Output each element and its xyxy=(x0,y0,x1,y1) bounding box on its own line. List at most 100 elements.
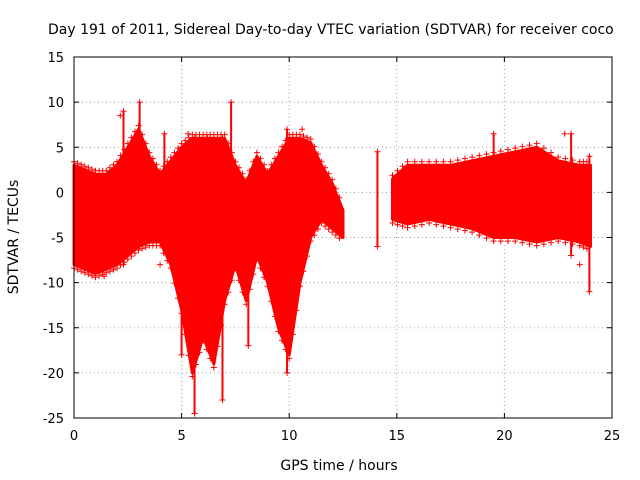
data-point xyxy=(275,328,282,335)
data-point xyxy=(426,220,433,227)
data-point xyxy=(103,167,110,174)
data-point xyxy=(533,140,540,147)
data-point xyxy=(504,238,511,245)
data-point xyxy=(569,241,576,248)
y-tick-label: 0 xyxy=(56,186,64,201)
y-tick-label: 5 xyxy=(56,141,64,156)
data-point xyxy=(210,364,217,371)
data-point xyxy=(304,134,311,141)
data-point xyxy=(74,160,81,167)
data-point xyxy=(268,161,275,168)
data-point xyxy=(404,158,411,165)
data-point xyxy=(250,271,257,278)
y-axis-label: SDTVAR / TECUs xyxy=(6,180,22,295)
data-point xyxy=(161,130,168,137)
data-point xyxy=(286,355,293,362)
data-point xyxy=(225,140,232,147)
data-point xyxy=(454,157,461,164)
y-tick-label: -15 xyxy=(43,322,64,337)
data-point xyxy=(389,220,396,227)
data-point xyxy=(189,373,196,380)
data-point xyxy=(239,170,246,177)
data-point xyxy=(322,164,329,171)
data-point xyxy=(164,158,171,165)
data-point xyxy=(271,313,278,320)
data-point xyxy=(117,112,124,119)
data-point xyxy=(300,268,307,275)
data-point xyxy=(289,331,296,338)
data-point xyxy=(526,241,533,248)
data-point xyxy=(279,143,286,150)
data-point xyxy=(225,289,232,296)
x-tick-label: 15 xyxy=(389,429,406,444)
y-tick-label: -25 xyxy=(43,412,64,427)
data-point xyxy=(207,355,214,362)
data-point xyxy=(200,337,207,344)
data-point xyxy=(299,126,306,133)
data-point xyxy=(78,161,85,168)
data-point xyxy=(296,131,303,138)
data-point xyxy=(124,140,131,147)
data-point xyxy=(239,289,246,296)
y-tick-label: 10 xyxy=(47,96,64,111)
data-point xyxy=(483,235,490,242)
data-point xyxy=(160,163,167,170)
data-point xyxy=(120,108,127,115)
data-point xyxy=(261,274,268,281)
data-point xyxy=(96,272,103,279)
data-point xyxy=(253,256,260,263)
data-point xyxy=(533,242,540,249)
data-point xyxy=(540,241,547,248)
data-point xyxy=(318,220,325,227)
data-point xyxy=(250,158,257,165)
data-point xyxy=(81,269,88,276)
data-point xyxy=(332,185,339,192)
data-point xyxy=(411,158,418,165)
data-point xyxy=(307,136,314,143)
x-tick-label: 25 xyxy=(604,429,621,444)
data-point xyxy=(235,277,242,284)
data-point xyxy=(569,157,576,164)
data-point xyxy=(182,137,189,144)
data-point xyxy=(440,223,447,230)
data-point xyxy=(261,161,268,168)
data-point xyxy=(85,164,92,171)
data-point xyxy=(576,242,583,249)
data-point xyxy=(548,149,555,156)
data-point xyxy=(329,229,336,236)
data-point xyxy=(483,151,490,158)
data-point xyxy=(106,268,113,275)
data-point xyxy=(157,242,164,249)
data-point xyxy=(142,244,149,251)
data-point xyxy=(469,154,476,161)
data-point xyxy=(218,322,225,329)
data-point xyxy=(490,149,497,156)
data-point xyxy=(512,238,519,245)
data-point xyxy=(519,143,526,150)
data-point xyxy=(411,223,418,230)
data-point xyxy=(389,172,396,179)
data-point xyxy=(426,158,433,165)
data-point xyxy=(583,158,590,165)
data-point xyxy=(504,146,511,153)
data-point xyxy=(228,99,235,106)
data-point xyxy=(404,224,411,231)
data-point xyxy=(185,352,192,359)
data-point xyxy=(314,151,321,158)
data-point xyxy=(583,245,590,252)
data-point xyxy=(245,180,252,187)
data-point xyxy=(214,343,221,350)
data-point xyxy=(586,153,593,160)
x-tick-label: 10 xyxy=(281,429,298,444)
data-point xyxy=(374,243,381,250)
y-tick-label: -5 xyxy=(51,232,64,247)
data-point xyxy=(332,232,339,239)
data-point xyxy=(268,298,275,305)
data-point xyxy=(175,145,182,152)
data-point xyxy=(311,232,318,239)
data-point xyxy=(399,223,406,230)
data-point xyxy=(103,269,110,276)
data-point xyxy=(157,261,164,268)
data-point xyxy=(318,158,325,165)
data-point xyxy=(580,244,587,251)
